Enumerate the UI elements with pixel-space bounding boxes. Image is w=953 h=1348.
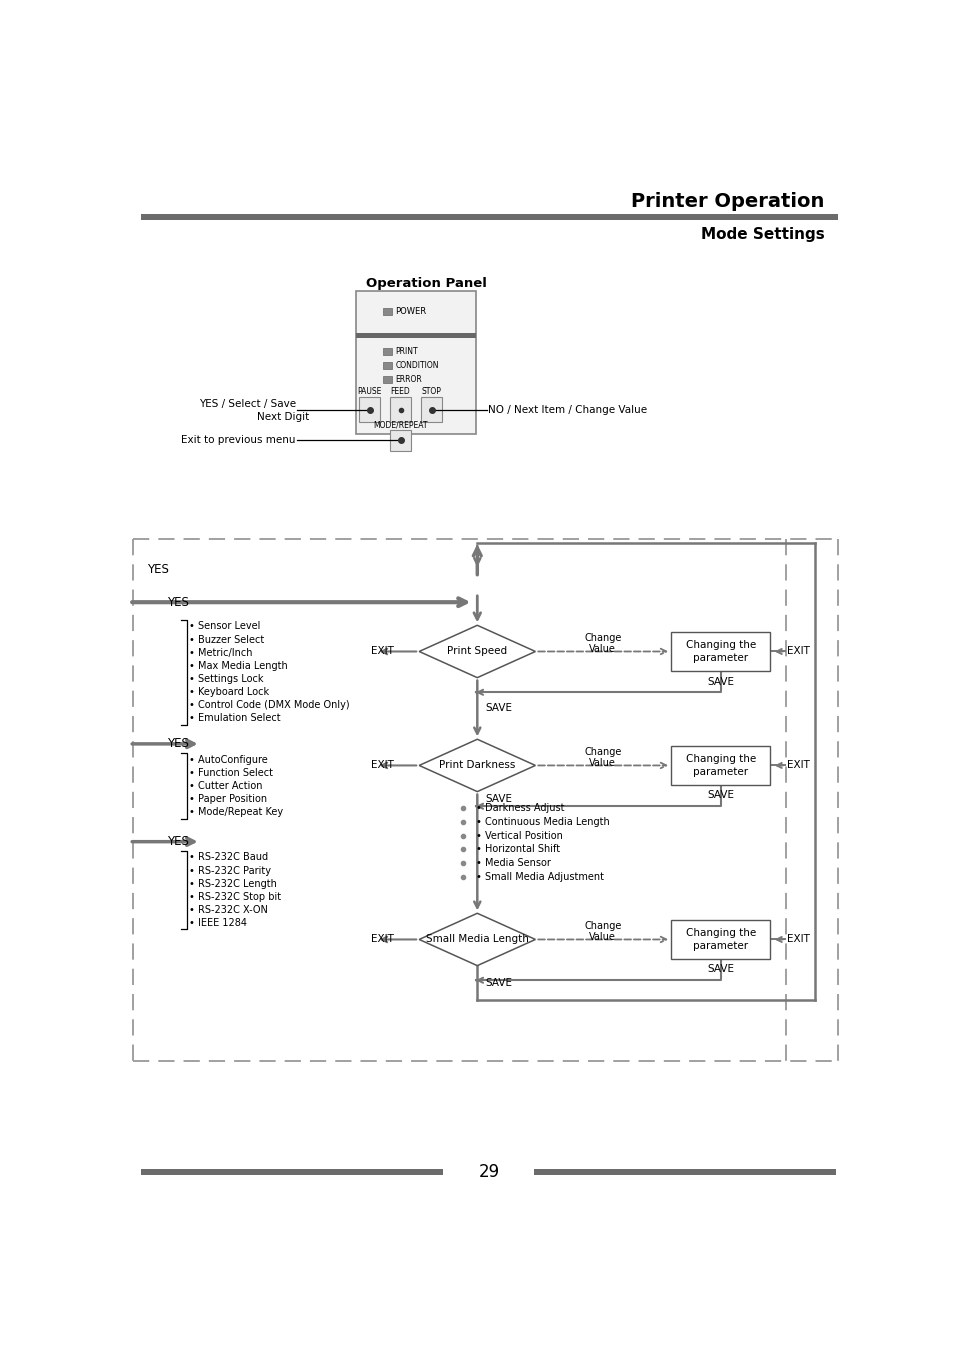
Text: Change: Change <box>583 747 621 756</box>
Text: • Function Select: • Function Select <box>189 768 273 778</box>
Text: • Horizontal Shift: • Horizontal Shift <box>476 844 559 855</box>
Bar <box>670 747 769 785</box>
Text: YES: YES <box>167 596 189 609</box>
Text: Value: Value <box>589 758 616 768</box>
Polygon shape <box>418 625 535 678</box>
Text: • Buzzer Select: • Buzzer Select <box>189 635 264 644</box>
Bar <box>670 632 769 671</box>
Text: Exit to previous menu: Exit to previous menu <box>181 435 295 445</box>
Text: • Settings Lock: • Settings Lock <box>189 674 263 683</box>
Text: • RS-232C Baud: • RS-232C Baud <box>189 852 268 863</box>
Text: • RS-232C X-ON: • RS-232C X-ON <box>189 905 268 915</box>
Text: Value: Value <box>589 933 616 942</box>
Text: • Emulation Select: • Emulation Select <box>189 713 280 723</box>
Text: Change: Change <box>583 921 621 930</box>
Bar <box>355 333 476 338</box>
Text: 29: 29 <box>477 1163 499 1181</box>
Text: SAVE: SAVE <box>484 977 512 988</box>
Text: Operation Panel: Operation Panel <box>365 276 486 290</box>
Text: Changing the: Changing the <box>685 929 755 938</box>
Bar <box>358 398 380 422</box>
Text: • Max Media Length: • Max Media Length <box>189 661 288 671</box>
Text: SAVE: SAVE <box>706 790 734 801</box>
Text: YES: YES <box>167 836 189 848</box>
Bar <box>382 376 392 383</box>
Text: • IEEE 1284: • IEEE 1284 <box>189 918 247 927</box>
Text: EXIT: EXIT <box>786 934 809 945</box>
Text: • Control Code (DMX Mode Only): • Control Code (DMX Mode Only) <box>189 700 349 710</box>
Text: • RS-232C Stop bit: • RS-232C Stop bit <box>189 892 281 902</box>
Text: ERROR: ERROR <box>395 375 421 384</box>
Text: Small Media Length: Small Media Length <box>425 934 528 945</box>
Text: • AutoConfigure: • AutoConfigure <box>189 755 268 764</box>
Text: EXIT: EXIT <box>786 647 809 656</box>
Text: YES / Select / Save: YES / Select / Save <box>198 399 295 408</box>
Text: CONDITION: CONDITION <box>395 361 438 369</box>
Bar <box>141 214 838 220</box>
Text: SAVE: SAVE <box>484 794 512 805</box>
Text: STOP: STOP <box>421 387 441 396</box>
Text: • Continuous Media Length: • Continuous Media Length <box>476 817 609 826</box>
Text: • Media Sensor: • Media Sensor <box>476 859 550 868</box>
Bar <box>390 398 411 422</box>
Bar <box>355 291 476 434</box>
Polygon shape <box>418 739 535 791</box>
Bar <box>420 398 442 422</box>
Text: • Paper Position: • Paper Position <box>189 794 267 803</box>
Polygon shape <box>418 914 535 965</box>
Text: • Sensor Level: • Sensor Level <box>189 621 260 631</box>
Bar <box>141 1169 443 1175</box>
Bar <box>390 430 411 450</box>
Text: Print Speed: Print Speed <box>447 647 507 656</box>
Text: • Mode/Repeat Key: • Mode/Repeat Key <box>189 807 283 817</box>
Text: YES: YES <box>167 737 189 751</box>
Text: • Small Media Adjustment: • Small Media Adjustment <box>476 872 603 882</box>
Text: YES: YES <box>147 563 169 577</box>
Text: • Vertical Position: • Vertical Position <box>476 830 562 841</box>
Text: EXIT: EXIT <box>371 647 394 656</box>
Text: • Keyboard Lock: • Keyboard Lock <box>189 687 269 697</box>
Bar <box>670 921 769 958</box>
Text: Print Darkness: Print Darkness <box>438 760 515 771</box>
Bar <box>534 1169 835 1175</box>
Text: Changing the: Changing the <box>685 755 755 764</box>
Bar <box>382 309 392 315</box>
Text: EXIT: EXIT <box>371 934 394 945</box>
Text: SAVE: SAVE <box>706 677 734 686</box>
Text: Changing the: Changing the <box>685 640 755 650</box>
Text: FEED: FEED <box>391 387 410 396</box>
Text: Change: Change <box>583 632 621 643</box>
Text: MODE/REPEAT: MODE/REPEAT <box>373 421 427 430</box>
Text: Next Digit: Next Digit <box>256 412 309 422</box>
Text: SAVE: SAVE <box>484 704 512 713</box>
Bar <box>382 348 392 355</box>
Text: • Cutter Action: • Cutter Action <box>189 780 262 791</box>
Text: Value: Value <box>589 644 616 654</box>
Text: PRINT: PRINT <box>395 346 417 356</box>
Text: Mode Settings: Mode Settings <box>700 228 823 243</box>
Text: NO / Next Item / Change Value: NO / Next Item / Change Value <box>488 404 646 415</box>
Text: parameter: parameter <box>693 654 747 663</box>
Text: • Metric/Inch: • Metric/Inch <box>189 647 253 658</box>
Text: • Darkness Adjust: • Darkness Adjust <box>476 803 563 813</box>
Text: parameter: parameter <box>693 767 747 778</box>
Bar <box>382 363 392 369</box>
Text: • RS-232C Parity: • RS-232C Parity <box>189 865 271 876</box>
Text: Printer Operation: Printer Operation <box>631 193 823 212</box>
Text: • RS-232C Length: • RS-232C Length <box>189 879 276 888</box>
Text: parameter: parameter <box>693 941 747 952</box>
Text: PAUSE: PAUSE <box>357 387 381 396</box>
Text: SAVE: SAVE <box>706 964 734 975</box>
Text: EXIT: EXIT <box>371 760 394 771</box>
Text: POWER: POWER <box>395 307 426 317</box>
Text: EXIT: EXIT <box>786 760 809 771</box>
